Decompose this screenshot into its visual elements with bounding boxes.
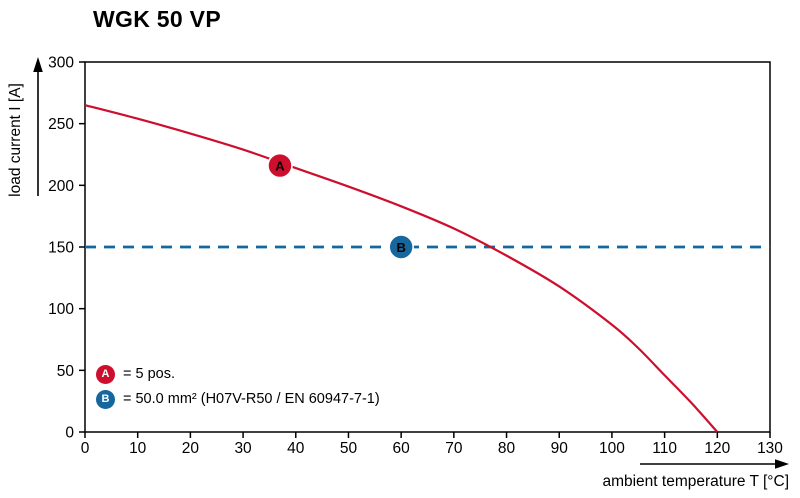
x-tick-label: 120 (704, 440, 730, 457)
series-a-line (84, 104, 719, 433)
x-tick-label: 110 (652, 440, 677, 457)
x-tick-label: 80 (498, 440, 516, 457)
marker-b (388, 234, 414, 260)
x-tick-label: 130 (757, 440, 783, 457)
legend-label-b: = 50.0 mm² (H07V-R50 / EN 60947-7-1) (123, 391, 380, 407)
y-tick-label: 150 (48, 240, 74, 257)
x-tick-label: 70 (445, 440, 463, 457)
x-axis-arrowhead (775, 459, 789, 469)
x-tick-label: 20 (182, 440, 200, 457)
legend-badge-a: A (96, 364, 115, 384)
x-tick-label: 10 (129, 440, 147, 457)
x-tick-label: 60 (393, 440, 411, 457)
y-tick-label: 0 (65, 425, 74, 442)
legend-item-b: B = 50.0 mm² (H07V-R50 / EN 60947-7-1) (96, 388, 380, 410)
legend-item-a: A = 5 pos. (96, 363, 380, 385)
legend: A = 5 pos. B = 50.0 mm² (H07V-R50 / EN 6… (96, 363, 380, 410)
chart-title: WGK 50 VP (93, 6, 221, 32)
y-tick-label: 250 (48, 116, 74, 133)
marker-b-letter: B (396, 240, 405, 255)
marker-a-letter: A (275, 158, 285, 173)
y-tick-label: 200 (48, 178, 74, 195)
y-tick-label: 50 (57, 363, 75, 380)
x-tick-label: 40 (287, 440, 305, 457)
x-tick-label: 100 (599, 440, 625, 457)
y-axis-label: load current I [A] (7, 83, 24, 197)
x-tick-label: 30 (234, 440, 252, 457)
marker-a (267, 152, 293, 179)
x-tick-label: 50 (340, 440, 358, 457)
x-axis-label: ambient temperature T [°C] (602, 473, 789, 490)
y-axis-arrowhead (33, 57, 43, 72)
x-tick-label: 0 (81, 440, 90, 457)
y-tick-label: 100 (48, 301, 74, 318)
legend-label-a: = 5 pos. (123, 366, 175, 382)
y-tick-label: 300 (48, 55, 74, 72)
legend-badge-b: B (96, 389, 115, 409)
x-tick-label: 90 (551, 440, 569, 457)
